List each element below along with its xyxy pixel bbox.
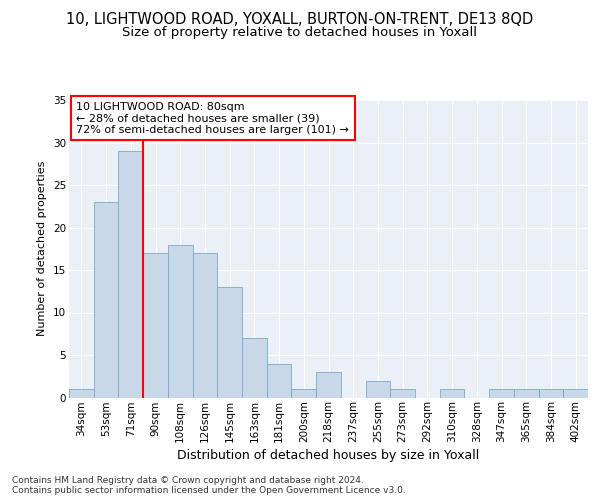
Bar (193, 253, 217, 398)
Bar (94, 202, 118, 398)
Bar (69, 389, 94, 398)
Bar (217, 287, 242, 398)
Bar (242, 338, 267, 398)
Bar (563, 389, 588, 398)
Bar (390, 389, 415, 398)
Bar (440, 389, 464, 398)
Bar (365, 380, 390, 398)
Bar (118, 151, 143, 398)
Text: Contains HM Land Registry data © Crown copyright and database right 2024.
Contai: Contains HM Land Registry data © Crown c… (12, 476, 406, 495)
Bar (489, 389, 514, 398)
Bar (267, 364, 292, 398)
Bar (316, 372, 341, 398)
Text: Size of property relative to detached houses in Yoxall: Size of property relative to detached ho… (122, 26, 478, 39)
X-axis label: Distribution of detached houses by size in Yoxall: Distribution of detached houses by size … (178, 450, 479, 462)
Y-axis label: Number of detached properties: Number of detached properties (37, 161, 47, 336)
Text: 10, LIGHTWOOD ROAD, YOXALL, BURTON-ON-TRENT, DE13 8QD: 10, LIGHTWOOD ROAD, YOXALL, BURTON-ON-TR… (67, 12, 533, 28)
Bar (168, 244, 193, 398)
Bar (514, 389, 539, 398)
Text: 10 LIGHTWOOD ROAD: 80sqm
← 28% of detached houses are smaller (39)
72% of semi-d: 10 LIGHTWOOD ROAD: 80sqm ← 28% of detach… (76, 102, 349, 135)
Bar (143, 253, 168, 398)
Bar (292, 389, 316, 398)
Bar (539, 389, 563, 398)
